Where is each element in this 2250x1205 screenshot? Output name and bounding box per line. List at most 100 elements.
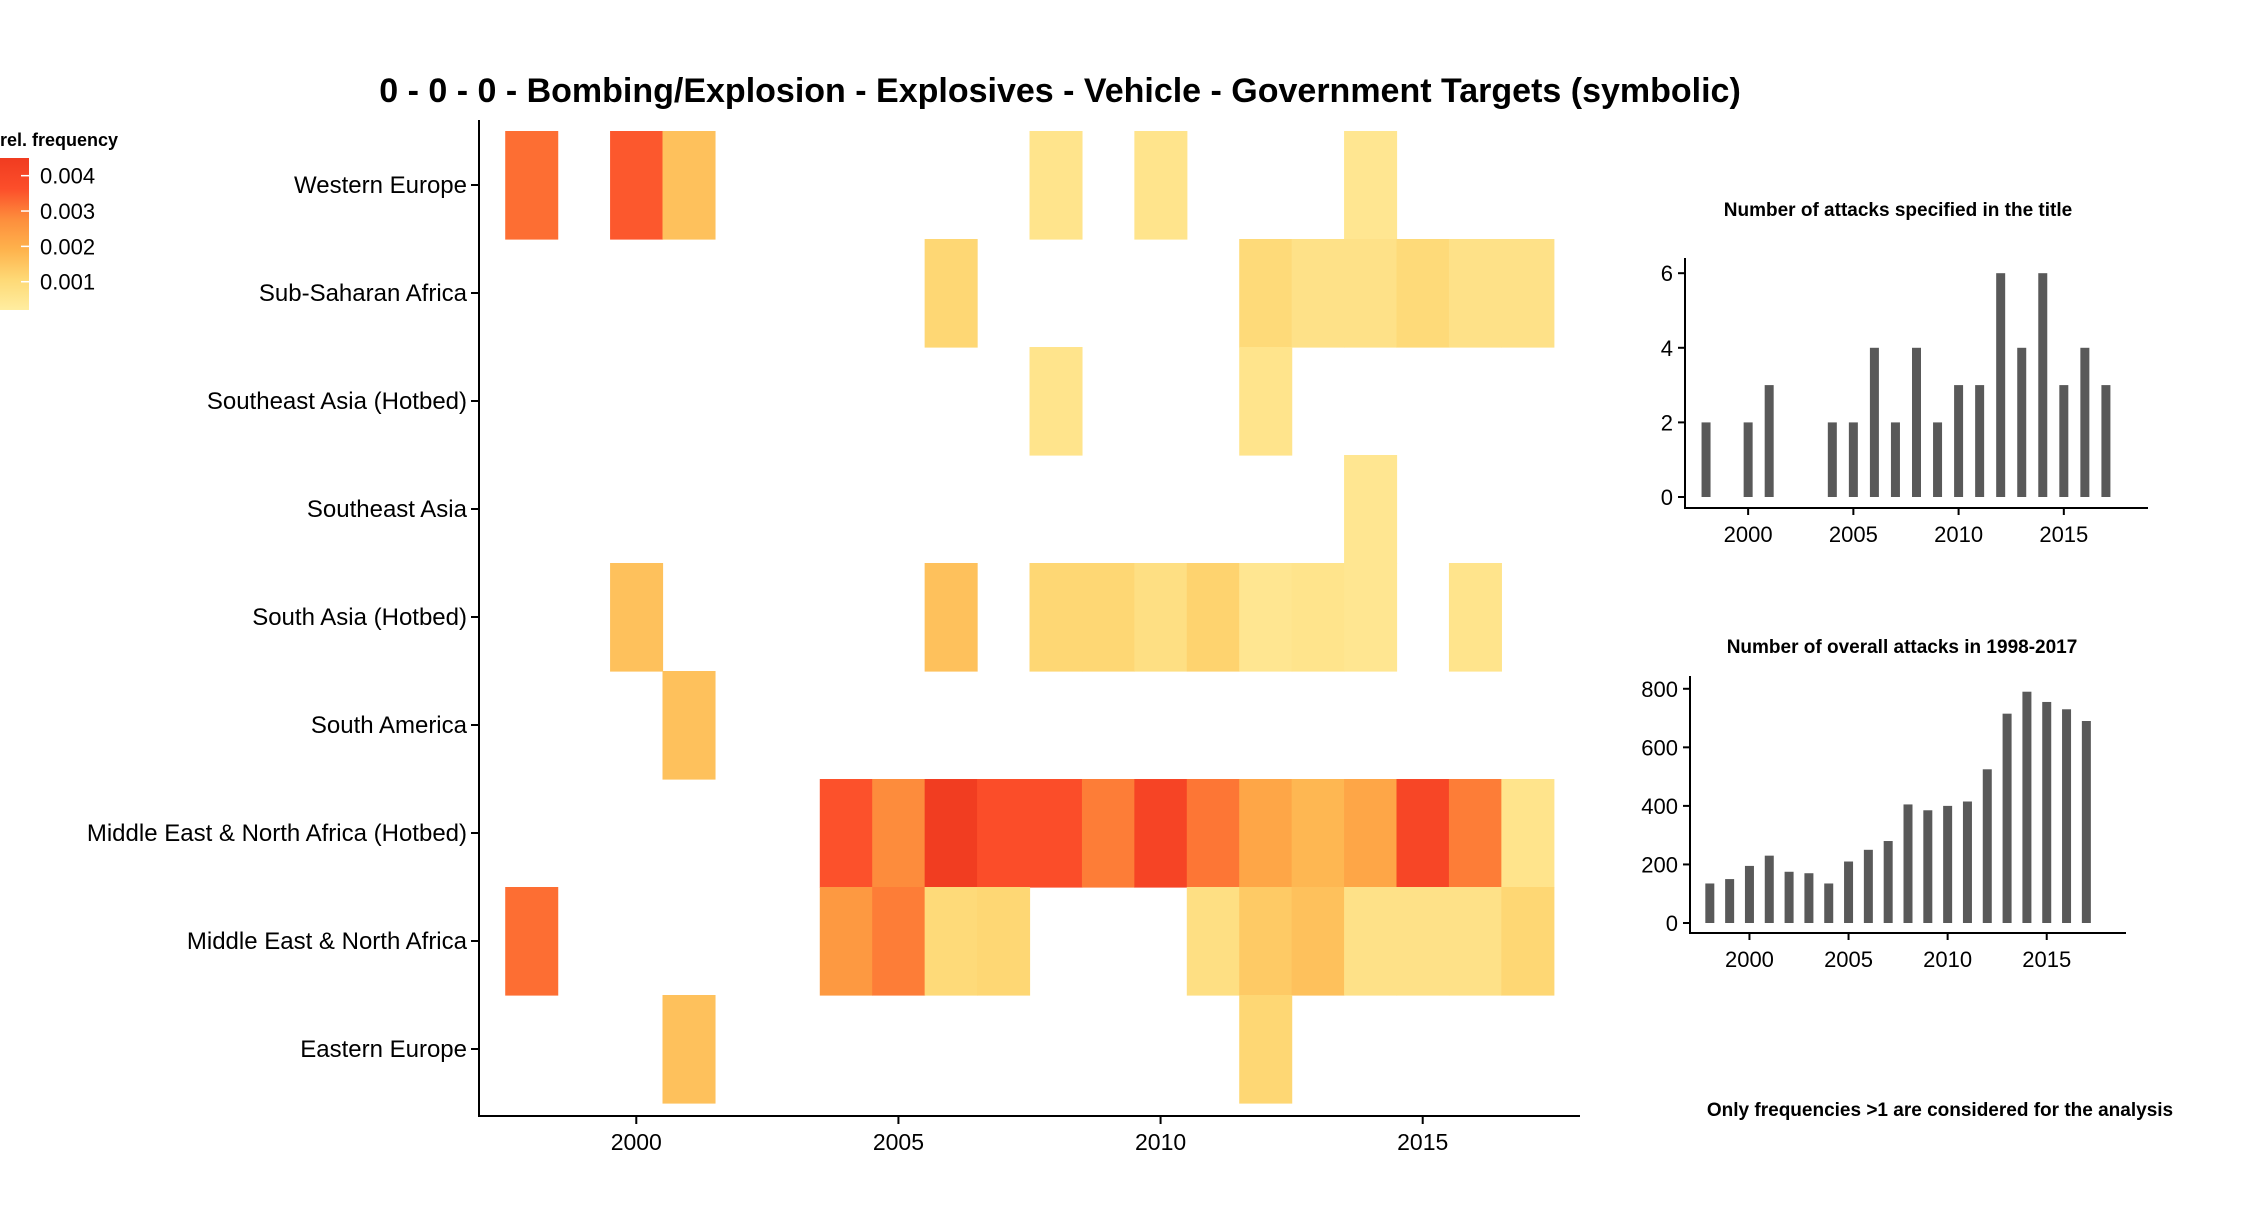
heatmap-region-labels: Western Europe Sub-Saharan Africa Southeas… <box>87 172 479 1063</box>
heatmap-cell <box>1239 887 1293 996</box>
year-tick-label: 2005 <box>873 1129 924 1155</box>
heatmap-cell <box>1291 239 1345 348</box>
bar <box>1996 273 2006 497</box>
heatmap-cell <box>819 779 873 888</box>
heatmap-cell <box>1186 779 1240 888</box>
bar <box>1827 422 1837 497</box>
heatmap-cell <box>1081 563 1135 672</box>
bar <box>1743 422 1753 497</box>
heatmap-cell <box>1501 239 1555 348</box>
heatmap-cell <box>924 239 978 348</box>
bar <box>1883 841 1893 923</box>
region-label: Sub-Saharan Africa <box>259 280 468 307</box>
x-tick-label: 2005 <box>1824 947 1873 972</box>
x-tick-label: 2000 <box>1724 522 1773 547</box>
bar <box>2062 709 2072 923</box>
bar <box>1744 865 1754 923</box>
bar <box>1863 849 1873 923</box>
y-tick-label: 0 <box>1661 485 1673 510</box>
heatmap-cell <box>1396 779 1450 888</box>
y-tick-label: 200 <box>1641 852 1678 877</box>
heatmap-cell <box>1344 455 1398 564</box>
y-tick-label: 800 <box>1641 677 1678 702</box>
heatmap-cell <box>662 131 716 240</box>
footnote: Only frequencies >1 are considered for t… <box>1707 1100 2173 1121</box>
bar <box>2002 713 2012 923</box>
year-tick-label: 2010 <box>1135 1129 1186 1155</box>
heatmap-cell <box>1029 779 1083 888</box>
y-tick-label: 600 <box>1641 735 1678 760</box>
heatmap-cell <box>610 563 664 672</box>
heatmap-cell <box>1134 563 1188 672</box>
x-tick-label: 2010 <box>1923 947 1972 972</box>
heatmap-cell <box>977 887 1031 996</box>
bar <box>1869 347 1879 497</box>
heatmap-cell <box>1239 779 1293 888</box>
bar-chart-2-title: Number of overall attacks in 1998-2017 <box>1727 637 2078 658</box>
bar <box>2017 347 2027 497</box>
heatmap-cell <box>1344 887 1398 996</box>
bar <box>2081 720 2091 923</box>
heatmap-cell <box>872 887 926 996</box>
legend-tick-label: 0.003 <box>40 199 95 224</box>
x-tick-label: 2010 <box>1934 522 1983 547</box>
y-tick-label: 4 <box>1661 336 1673 361</box>
region-label: South America <box>311 712 468 739</box>
legend-labels: 0.004 0.003 0.002 0.001 <box>21 164 95 295</box>
heatmap-cell <box>662 995 716 1104</box>
heatmap-cell <box>1029 131 1083 240</box>
bar <box>1975 385 1985 497</box>
heatmap-cell <box>1029 347 1083 456</box>
y-tick-label: 6 <box>1661 261 1673 286</box>
bar-chart-1: 0 2 4 6 2000 2005 2010 2015 <box>1661 258 2148 547</box>
bar <box>1824 883 1834 923</box>
year-tick-label: 2015 <box>1397 1129 1448 1155</box>
bar <box>1764 385 1774 497</box>
bar <box>2059 385 2069 497</box>
bar <box>1705 883 1715 923</box>
heatmap-cell <box>1448 239 1502 348</box>
heatmap-cell <box>1344 563 1398 672</box>
heatmap-cell <box>505 131 559 240</box>
bar <box>1962 801 1972 923</box>
heatmap-cell <box>1186 887 1240 996</box>
x-tick-label: 2015 <box>2039 522 2088 547</box>
heatmap-title: 0 - 0 - 0 - Bombing/Explosion - Explosiv… <box>379 72 1741 110</box>
heatmap-cell <box>1396 887 1450 996</box>
region-label: Western Europe <box>294 172 467 199</box>
heatmap-cells <box>505 131 1555 1104</box>
heatmap-cell <box>1029 563 1083 672</box>
heatmap-cell <box>1134 779 1188 888</box>
region-label: Southeast Asia <box>307 496 468 523</box>
bar <box>1764 855 1774 923</box>
heatmap-cell <box>1291 563 1345 672</box>
bar <box>1784 871 1794 923</box>
bar <box>1890 422 1900 497</box>
region-label: Middle East & North Africa <box>187 928 468 955</box>
heatmap-year-ticks: 2000 2005 2010 2015 <box>611 1116 1448 1155</box>
heatmap-cell <box>1344 779 1398 888</box>
heatmap-cell <box>1501 779 1555 888</box>
bar-chart-2: 0 200 400 600 800 2000 2005 2010 2015 <box>1641 676 2126 972</box>
heatmap-cell <box>1396 239 1450 348</box>
legend-tick-label: 0.002 <box>40 234 95 259</box>
y-tick-label: 0 <box>1666 911 1678 936</box>
heatmap-cell <box>1344 131 1398 240</box>
x-tick-label: 2015 <box>2022 947 2071 972</box>
heatmap-cell <box>1081 779 1135 888</box>
year-tick-label: 2000 <box>611 1129 662 1155</box>
x-tick-label: 2000 <box>1725 947 1774 972</box>
heatmap-cell <box>924 779 978 888</box>
heatmap-cell <box>1501 887 1555 996</box>
heatmap-cell <box>1344 239 1398 348</box>
heatmap-cell <box>1239 347 1293 456</box>
heatmap-cell <box>1448 779 1502 888</box>
heatmap-cell <box>1448 563 1502 672</box>
bar <box>1844 861 1854 923</box>
bar <box>1848 422 1858 497</box>
heatmap-cell <box>1239 563 1293 672</box>
y-tick-label: 400 <box>1641 794 1678 819</box>
bar <box>1903 804 1913 923</box>
